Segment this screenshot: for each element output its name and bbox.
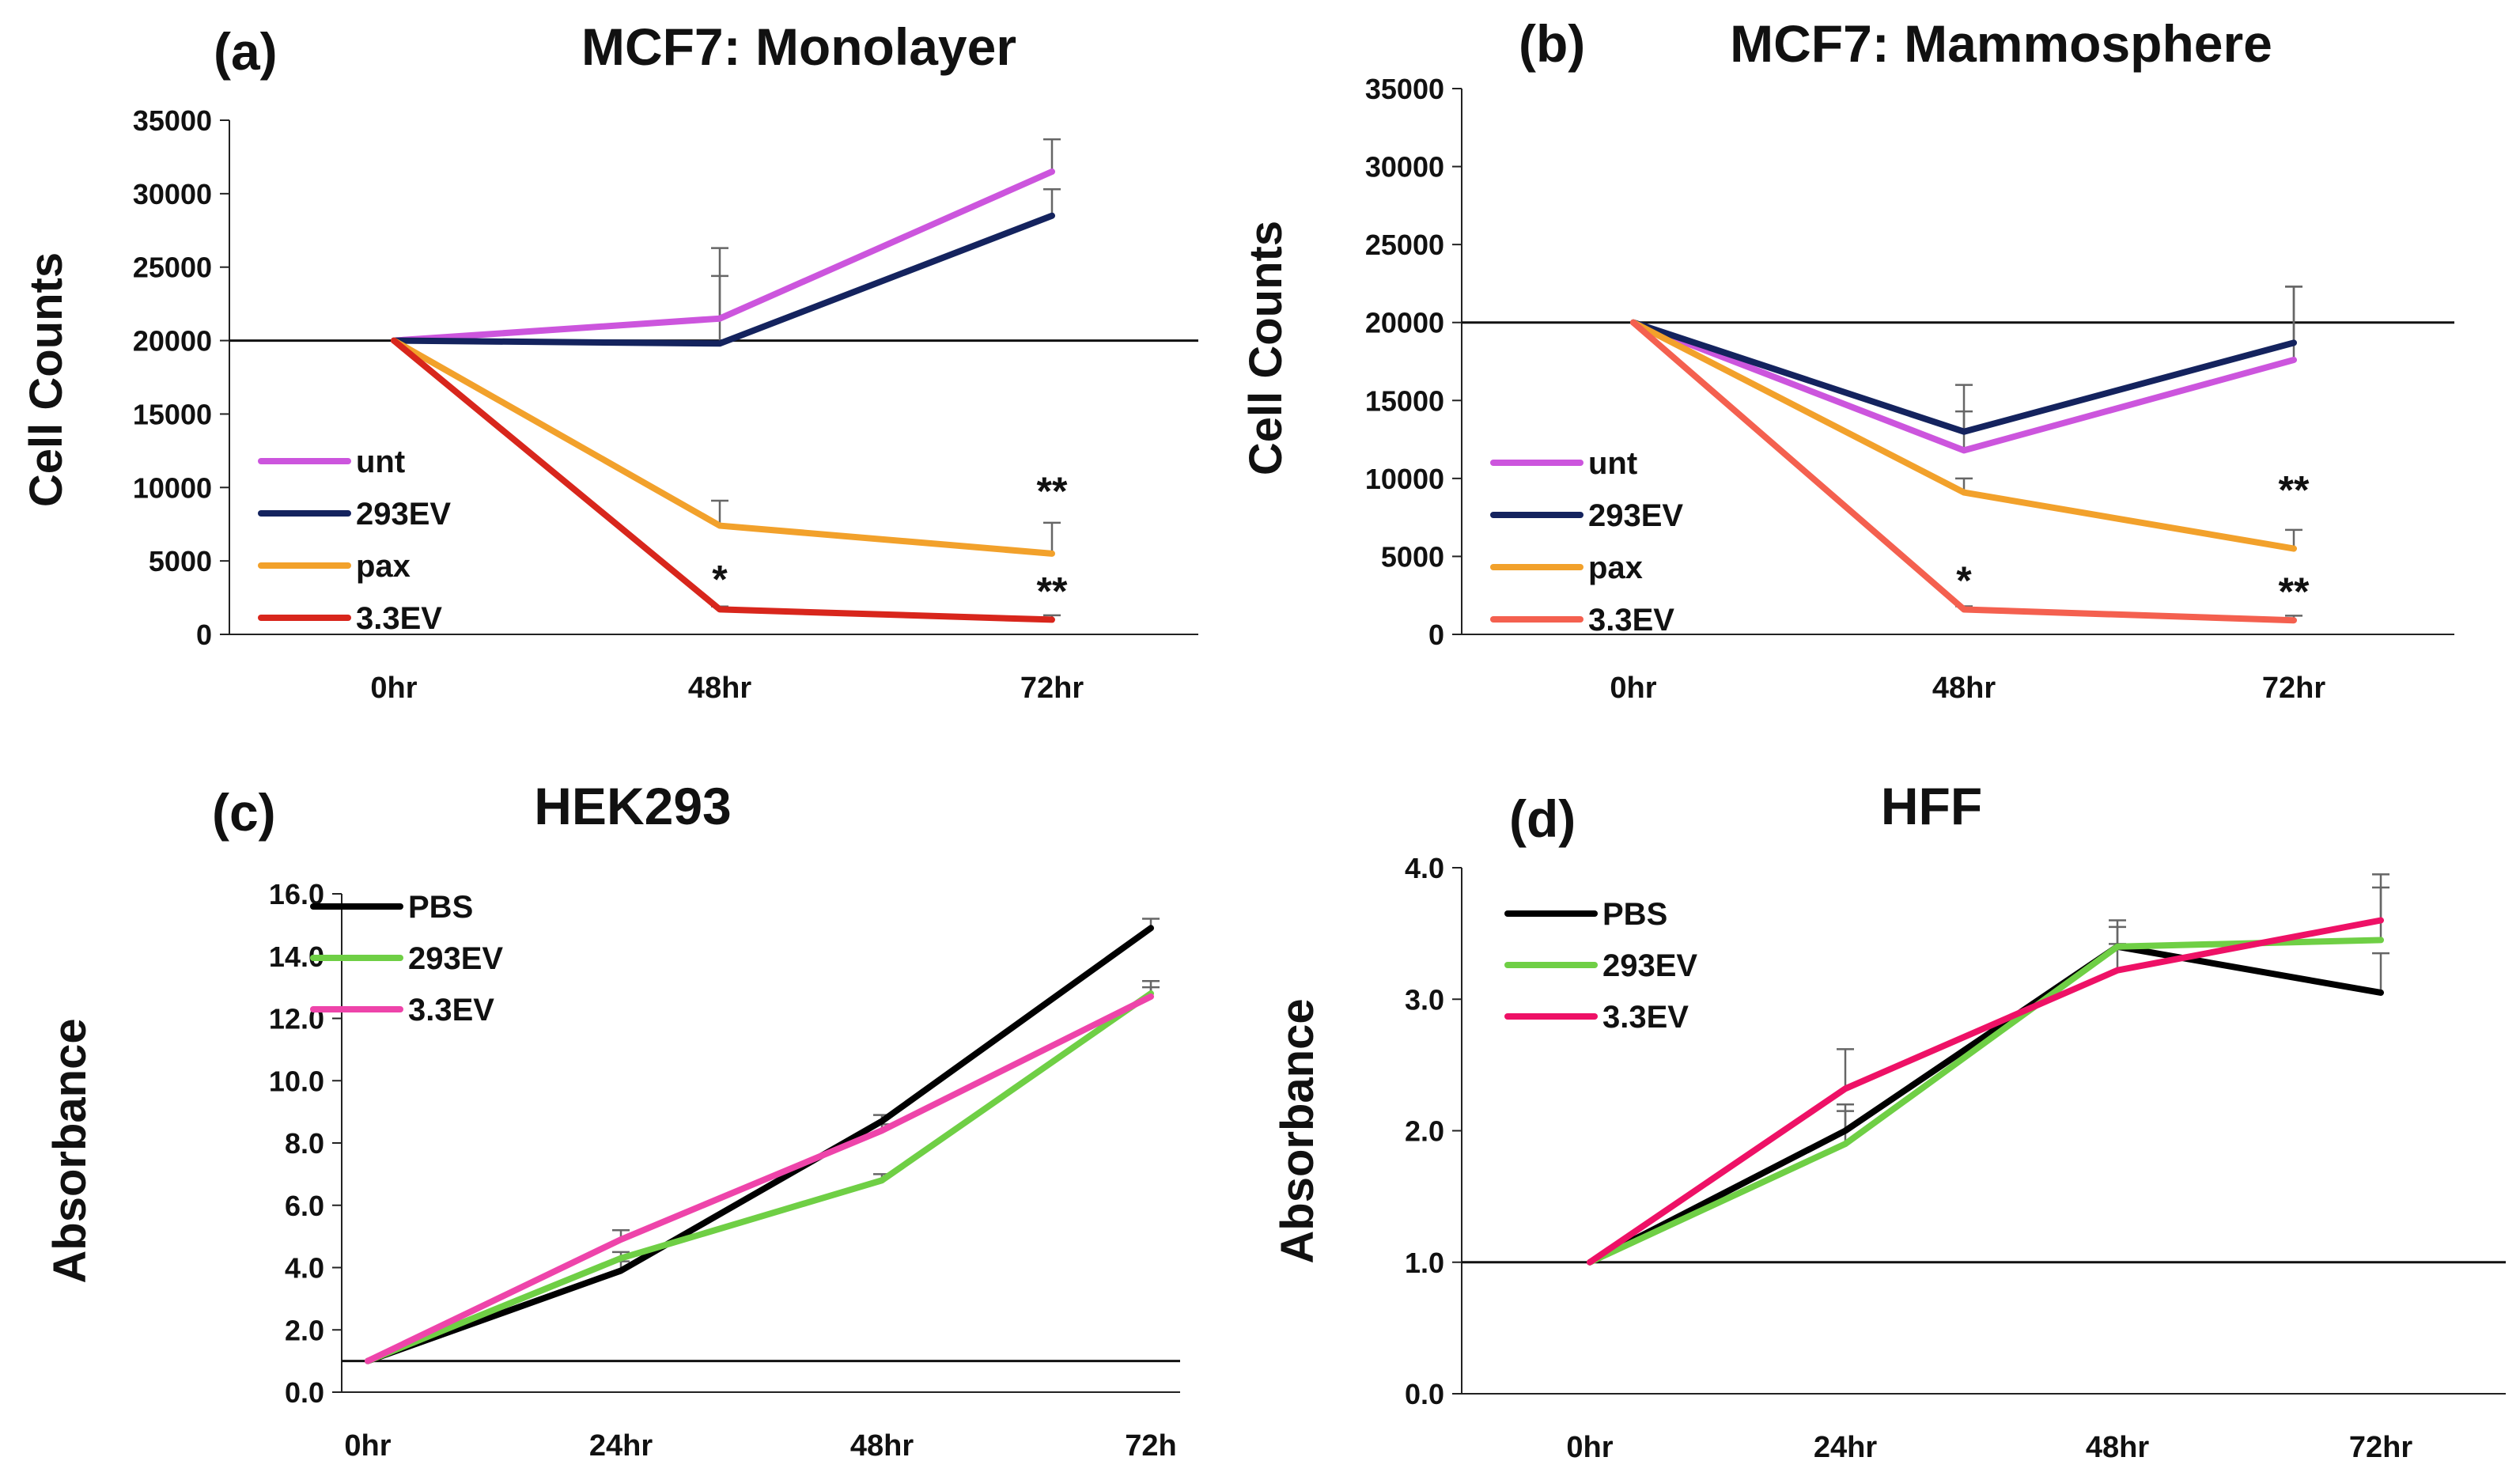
chart-title: MCF7: Monolayer: [581, 17, 1016, 76]
series-line-pax: [391, 337, 1055, 557]
panel-label: (a): [214, 22, 278, 81]
y-axis-label: Absorbance: [1272, 998, 1323, 1263]
x-tick-label: 48hr: [850, 1429, 914, 1463]
series-line-293ev: [1630, 319, 2297, 435]
series-line-pax: [1630, 319, 2297, 552]
series-line-293ev: [1587, 937, 2384, 1266]
x-tick-label: 72hr: [2349, 1431, 2412, 1464]
y-tick-label: 15000: [1365, 384, 1444, 417]
legend-label: 3.3EV: [408, 993, 494, 1028]
series-line-33ev: [391, 337, 1055, 623]
panel-label: (c): [212, 783, 276, 842]
y-tick-label: 15000: [133, 398, 212, 430]
y-tick-label: 30000: [1365, 151, 1444, 184]
chart-title: MCF7: Mammosphere: [1730, 14, 2272, 73]
panel-label: (d): [1509, 789, 1576, 848]
y-tick-label: 2.0: [285, 1314, 324, 1346]
y-tick-label: 20000: [1365, 307, 1444, 339]
significance-marker: **: [2279, 468, 2310, 513]
y-axis-label: Cell Counts: [21, 252, 72, 507]
legend-label: 3.3EV: [1588, 603, 1674, 638]
y-tick-label: 10000: [133, 471, 212, 504]
y-tick-label: 5000: [1381, 540, 1444, 573]
series-line-pbs: [365, 925, 1154, 1364]
x-tick-label: 72h: [1125, 1429, 1176, 1463]
legend-label: 293EV: [356, 497, 451, 532]
y-tick-label: 2.0: [1405, 1115, 1444, 1148]
legend-label: 293EV: [1602, 948, 1697, 983]
x-tick-label: 48hr: [1932, 672, 1996, 705]
significance-marker: **: [1037, 569, 1068, 613]
legend-label: PBS: [408, 890, 473, 925]
chart-panel-0: (a) MCF7: Monolayer 0 5000 10000 15000 20000 25…: [21, 17, 1198, 705]
x-tick-label: 0hr: [370, 672, 417, 705]
legend-label: unt: [1588, 446, 1637, 481]
legend-label: unt: [356, 445, 405, 479]
series-line-33ev: [365, 993, 1154, 1364]
y-tick-label: 25000: [1365, 229, 1444, 261]
series-line-unt: [1630, 319, 2297, 454]
y-tick-label: 8.0: [285, 1127, 324, 1160]
chart-title: HFF: [1881, 777, 1982, 835]
series-line-pbs: [1587, 943, 2384, 1266]
chart-panel-2: (c) HEK2930.02.04.06.08.010.012.014.016.0…: [44, 777, 1180, 1463]
y-tick-label: 5000: [149, 545, 212, 577]
legend-label: 3.3EV: [356, 601, 442, 636]
legend-label: 293EV: [1588, 498, 1683, 533]
significance-marker: **: [2279, 570, 2310, 614]
y-axis-label: Cell Counts: [1240, 221, 1292, 475]
x-tick-label: 72hr: [2262, 672, 2325, 705]
series-line-unt: [391, 168, 1055, 344]
legend-label: 293EV: [408, 941, 503, 976]
legend-label: pax: [356, 549, 411, 584]
y-tick-label: 0.0: [285, 1376, 324, 1409]
panel-label: (b): [1519, 14, 1585, 73]
y-tick-label: 1.0: [1405, 1247, 1444, 1279]
y-tick-label: 4.0: [285, 1252, 324, 1285]
x-tick-label: 0hr: [1566, 1431, 1613, 1464]
y-tick-label: 6.0: [285, 1190, 324, 1222]
y-tick-label: 4.0: [1405, 852, 1444, 884]
series-line-293ev: [365, 990, 1154, 1364]
y-tick-label: 20000: [133, 325, 212, 358]
legend-label: 3.3EV: [1602, 1000, 1689, 1035]
legend-label: pax: [1588, 551, 1643, 585]
x-tick-label: 0hr: [1610, 672, 1656, 705]
series-line-33ev: [1587, 917, 2384, 1266]
x-tick-label: 0hr: [344, 1429, 391, 1463]
x-tick-label: 24hr: [1814, 1431, 1877, 1464]
significance-marker: *: [1956, 558, 1972, 603]
chart-title: HEK293: [534, 777, 731, 835]
chart-panel-1: (b) MCF7: Mammosphere 0 5000 10000 15000 20000…: [1240, 14, 2454, 705]
legend-label: PBS: [1602, 897, 1667, 932]
y-tick-label: 0.0: [1405, 1378, 1444, 1410]
significance-marker: **: [1037, 469, 1068, 513]
x-tick-label: 48hr: [2086, 1431, 2149, 1464]
x-tick-label: 72hr: [1020, 672, 1084, 705]
y-tick-label: 0: [196, 619, 212, 651]
chart-panel-3: (d) HFF 0.0 1.0 2.0 3.0 4.0 0hr 24hr 48hr 72hr Abso…: [1272, 777, 2506, 1464]
x-tick-label: 48hr: [688, 672, 751, 705]
y-tick-label: 3.0: [1405, 983, 1444, 1016]
series-line-33ev: [1630, 319, 2297, 624]
y-tick-label: 30000: [133, 178, 212, 210]
y-tick-label: 0: [1428, 619, 1444, 651]
y-axis-label: Absorbance: [44, 1018, 96, 1283]
y-tick-label: 10.0: [269, 1065, 324, 1097]
y-tick-label: 35000: [133, 104, 212, 137]
y-tick-label: 25000: [133, 252, 212, 284]
y-tick-label: 10000: [1365, 463, 1444, 495]
series-line-293ev: [391, 212, 1055, 347]
y-tick-label: 35000: [1365, 73, 1444, 105]
significance-marker: *: [712, 557, 728, 601]
x-tick-label: 24hr: [589, 1429, 653, 1463]
